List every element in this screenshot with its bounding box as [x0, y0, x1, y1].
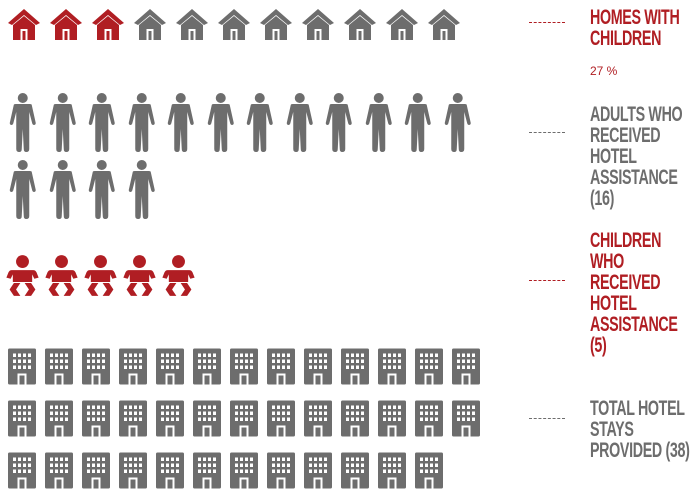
hotel-building-icon — [230, 400, 258, 437]
hotel-building-icon — [341, 400, 369, 437]
homes-pictograph — [6, 7, 506, 42]
adult-person-icon — [444, 93, 471, 152]
hotel-building-icon — [156, 452, 184, 489]
house-icon — [8, 9, 40, 40]
hotel-building-icon — [119, 452, 147, 489]
hotel-building-icon — [341, 348, 369, 385]
hotel-building-icon — [415, 452, 443, 489]
hotel-building-icon — [230, 348, 258, 385]
adult-person-icon — [88, 93, 115, 152]
hotel-building-icon — [452, 348, 480, 385]
children-label: CHILDREN WHO RECEIVED HOTEL ASSISTANCE (… — [590, 229, 678, 357]
hotels-pictograph — [6, 343, 496, 494]
adult-person-icon — [286, 93, 313, 152]
homes-label: HOMES WITH CHILDREN — [590, 6, 680, 50]
hotel-building-icon — [119, 400, 147, 437]
house-icon — [386, 9, 418, 40]
hotel-building-icon — [8, 400, 36, 437]
hotel-building-icon — [378, 452, 406, 489]
adults-pictograph — [6, 92, 486, 220]
hotels-leader-line — [529, 418, 565, 419]
house-icon — [50, 9, 82, 40]
homes-percent: 27 % — [590, 64, 618, 78]
hotel-building-icon — [193, 348, 221, 385]
children-leader-line — [529, 280, 565, 281]
hotel-building-icon — [82, 452, 110, 489]
hotels-label: TOTAL HOTEL STAYS PROVIDED (38) — [590, 397, 690, 462]
hotel-building-icon — [45, 348, 73, 385]
hotel-building-icon — [267, 348, 295, 385]
house-icon — [344, 9, 376, 40]
adult-person-icon — [49, 93, 76, 152]
house-icon — [218, 9, 250, 40]
hotel-building-icon — [415, 348, 443, 385]
house-icon — [134, 9, 166, 40]
adult-person-icon — [365, 93, 392, 152]
adult-person-icon — [128, 93, 155, 152]
house-icon — [428, 9, 460, 40]
adult-person-icon — [9, 93, 36, 152]
hotel-building-icon — [193, 452, 221, 489]
hotel-building-icon — [8, 452, 36, 489]
house-icon — [302, 9, 334, 40]
hotel-building-icon — [452, 400, 480, 437]
adult-person-icon — [9, 160, 36, 219]
hotel-building-icon — [378, 400, 406, 437]
adult-person-icon — [88, 160, 115, 219]
hotel-building-icon — [304, 400, 332, 437]
hotel-building-icon — [378, 348, 406, 385]
hotel-building-icon — [267, 452, 295, 489]
adult-person-icon — [128, 160, 155, 219]
adult-person-icon — [325, 93, 352, 152]
hotel-building-icon — [45, 400, 73, 437]
adult-person-icon — [404, 93, 431, 152]
house-icon — [176, 9, 208, 40]
baby-icon — [45, 255, 78, 296]
hotel-building-icon — [230, 452, 258, 489]
house-icon — [260, 9, 292, 40]
adult-person-icon — [49, 160, 76, 219]
hotel-building-icon — [156, 400, 184, 437]
baby-icon — [123, 255, 156, 296]
hotel-building-icon — [119, 348, 147, 385]
homes-leader-line — [529, 22, 565, 23]
baby-icon — [84, 255, 117, 296]
adult-person-icon — [207, 93, 234, 152]
house-icon — [92, 9, 124, 40]
hotel-building-icon — [193, 400, 221, 437]
hotel-building-icon — [82, 348, 110, 385]
hotel-building-icon — [8, 348, 36, 385]
hotel-building-icon — [304, 348, 332, 385]
adults-leader-line — [529, 132, 565, 133]
hotel-building-icon — [267, 400, 295, 437]
hotel-building-icon — [45, 452, 73, 489]
hotel-building-icon — [82, 400, 110, 437]
hotel-building-icon — [304, 452, 332, 489]
hotel-building-icon — [341, 452, 369, 489]
adult-person-icon — [167, 93, 194, 152]
baby-icon — [162, 255, 195, 296]
baby-icon — [6, 255, 39, 296]
adult-person-icon — [246, 93, 273, 152]
adults-label: ADULTS WHO RECEIVED HOTEL ASSISTANCE (16… — [590, 103, 683, 210]
hotel-building-icon — [415, 400, 443, 437]
hotel-building-icon — [156, 348, 184, 385]
children-pictograph — [6, 254, 306, 297]
